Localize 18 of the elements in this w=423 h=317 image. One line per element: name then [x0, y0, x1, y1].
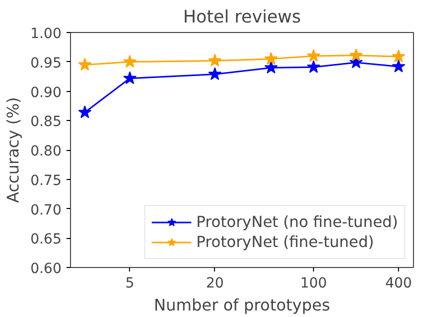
y-tick-label: 0.85 [30, 114, 62, 130]
y-tick-label: 0.60 [30, 261, 62, 277]
legend-label: ProtoryNet (no fine-tuned) [196, 213, 398, 231]
y-tick-label: 1.00 [30, 26, 62, 42]
legend-label: ProtoryNet (fine-tuned) [196, 233, 374, 251]
x-axis-title: Number of prototypes [154, 296, 330, 314]
x-tick-label: 100 [300, 276, 327, 292]
x-tick-label: 5 [125, 276, 134, 292]
y-tick-label: 0.65 [30, 232, 62, 248]
y-tick-label: 0.80 [30, 144, 62, 160]
x-tick-label: 20 [206, 276, 224, 292]
y-tick-label: 0.70 [30, 202, 62, 218]
y-tick-label: 0.95 [30, 55, 62, 72]
chart-title: Hotel reviews [183, 8, 301, 28]
y-axis-title: Accuracy (%) [3, 97, 22, 203]
y-tick-label: 0.90 [30, 84, 62, 101]
y-tick-label: 0.75 [30, 172, 62, 189]
x-tick-label: 400 [385, 276, 412, 292]
